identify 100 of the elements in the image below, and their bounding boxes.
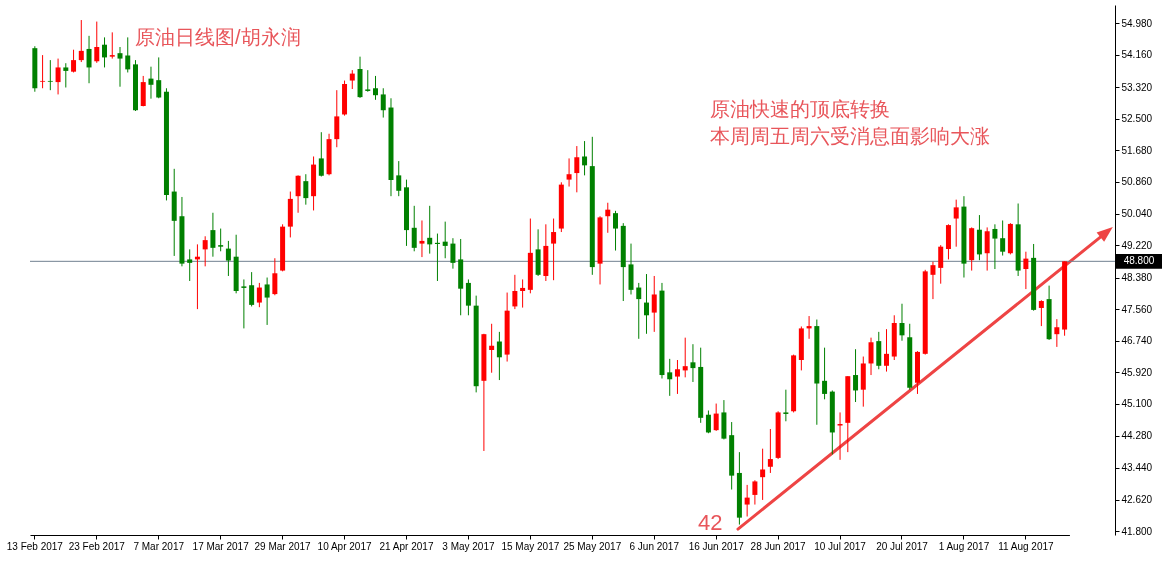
candlestick xyxy=(218,228,224,252)
candlestick xyxy=(682,337,688,378)
y-tick-label: 54.160 xyxy=(1121,49,1153,61)
candlestick xyxy=(264,277,270,326)
candlestick xyxy=(868,337,874,376)
candlestick xyxy=(334,89,340,148)
candlestick xyxy=(837,411,843,461)
candlestick xyxy=(109,31,115,60)
candlestick xyxy=(945,223,951,260)
x-tick-label: 1 Aug 2017 xyxy=(938,540,990,552)
text: 原油日线图/胡永润 xyxy=(135,26,301,48)
candlestick xyxy=(551,218,557,281)
candlestick xyxy=(489,323,495,374)
candlestick xyxy=(992,223,998,270)
candlestick xyxy=(318,131,324,178)
x-tick-label: 15 May 2017 xyxy=(501,540,560,552)
candlestick xyxy=(767,428,773,474)
candlestick xyxy=(241,278,247,329)
candlestick xyxy=(613,210,619,252)
x-tick-label: 23 Feb 2017 xyxy=(68,540,126,552)
y-tick-label: 48.380 xyxy=(1121,272,1153,284)
candlestick xyxy=(450,237,456,270)
candlestick xyxy=(984,226,990,272)
candlestick xyxy=(582,140,588,176)
candlestick xyxy=(86,35,92,84)
candlestick xyxy=(690,343,696,383)
y-tick-label: 52.500 xyxy=(1121,113,1153,125)
annotation: 42 xyxy=(698,510,723,535)
candlestick xyxy=(705,410,711,434)
candlestick xyxy=(783,389,789,422)
y-tick-label: 45.100 xyxy=(1121,398,1153,410)
candlestick xyxy=(256,282,262,308)
candlestick xyxy=(1038,299,1044,327)
candlestick xyxy=(853,348,859,403)
candlestick xyxy=(953,199,959,248)
x-tick-label: 17 Mar 2017 xyxy=(192,540,250,552)
candlestick xyxy=(295,174,301,214)
candlestick xyxy=(574,145,580,193)
annotation: 原油快速的顶底转换 xyxy=(710,98,890,120)
candlestick xyxy=(512,274,518,310)
y-tick-label: 41.800 xyxy=(1121,525,1153,537)
candlestick xyxy=(884,328,890,373)
x-tick-label: 11 Aug 2017 xyxy=(998,540,1055,552)
candlestick xyxy=(249,271,255,307)
x-tick-label: 13 Feb 2017 xyxy=(6,540,64,552)
y-tick-label: 50.040 xyxy=(1121,208,1153,220)
candlestick xyxy=(303,173,309,206)
candlestick xyxy=(930,261,936,300)
candlestick xyxy=(674,359,680,395)
x-tick-label: 10 Apr 2017 xyxy=(317,540,372,552)
y-tick-label: 45.920 xyxy=(1121,366,1153,378)
x-tick-label: 28 Jun 2017 xyxy=(750,540,807,552)
x-tick-label: 6 Jun 2017 xyxy=(629,540,680,552)
x-tick-label: 25 May 2017 xyxy=(563,540,622,552)
candlestick xyxy=(520,278,526,309)
y-tick-label: 46.740 xyxy=(1121,335,1153,347)
candlestick xyxy=(272,257,278,296)
candlestick xyxy=(187,248,193,282)
candlestick xyxy=(102,36,108,68)
candlestick xyxy=(225,240,231,277)
candlestick xyxy=(899,303,905,342)
candlestick xyxy=(760,448,766,501)
candlestick xyxy=(365,69,371,93)
y-tick-label: 43.440 xyxy=(1121,462,1153,474)
candlestick xyxy=(566,157,572,188)
candlestick xyxy=(644,273,649,335)
candlestick xyxy=(349,69,355,90)
candlestick xyxy=(380,87,386,119)
candlestick xyxy=(125,36,131,73)
candlestick xyxy=(148,66,154,100)
y-tick-label: 54.980 xyxy=(1121,17,1153,29)
candlestick xyxy=(40,54,46,89)
candlestick xyxy=(442,221,448,259)
candlestick xyxy=(94,21,100,64)
candlestick xyxy=(140,75,146,107)
candlestick xyxy=(713,403,719,432)
candlestick xyxy=(63,62,69,88)
candlestick xyxy=(822,347,828,400)
x-tick-label: 3 May 2017 xyxy=(442,540,495,552)
candlestick xyxy=(605,202,611,234)
y-tick-label: 42.620 xyxy=(1121,494,1153,506)
candlestick xyxy=(419,219,425,258)
candlestick xyxy=(744,484,750,517)
y-tick-label: 47.560 xyxy=(1121,303,1153,315)
x-tick-label: 7 Mar 2017 xyxy=(133,540,185,552)
candlestick xyxy=(496,331,502,381)
candlestick xyxy=(210,212,216,258)
annotation: 本周周五周六受消息面影响大涨 xyxy=(710,125,990,147)
candlestick xyxy=(465,278,471,316)
y-tick-label: 51.680 xyxy=(1121,144,1153,156)
y-tick-label: 49.220 xyxy=(1121,239,1153,251)
candlestick xyxy=(752,479,758,506)
candlestick xyxy=(636,282,642,340)
candlestick xyxy=(156,56,162,99)
candlestick xyxy=(651,275,657,333)
candlestick xyxy=(202,235,208,267)
candlestick xyxy=(938,244,944,285)
x-tick-label: 10 Jul 2017 xyxy=(814,540,867,552)
x-tick-label: 20 Jul 2017 xyxy=(876,540,929,552)
candlestick xyxy=(78,19,84,63)
